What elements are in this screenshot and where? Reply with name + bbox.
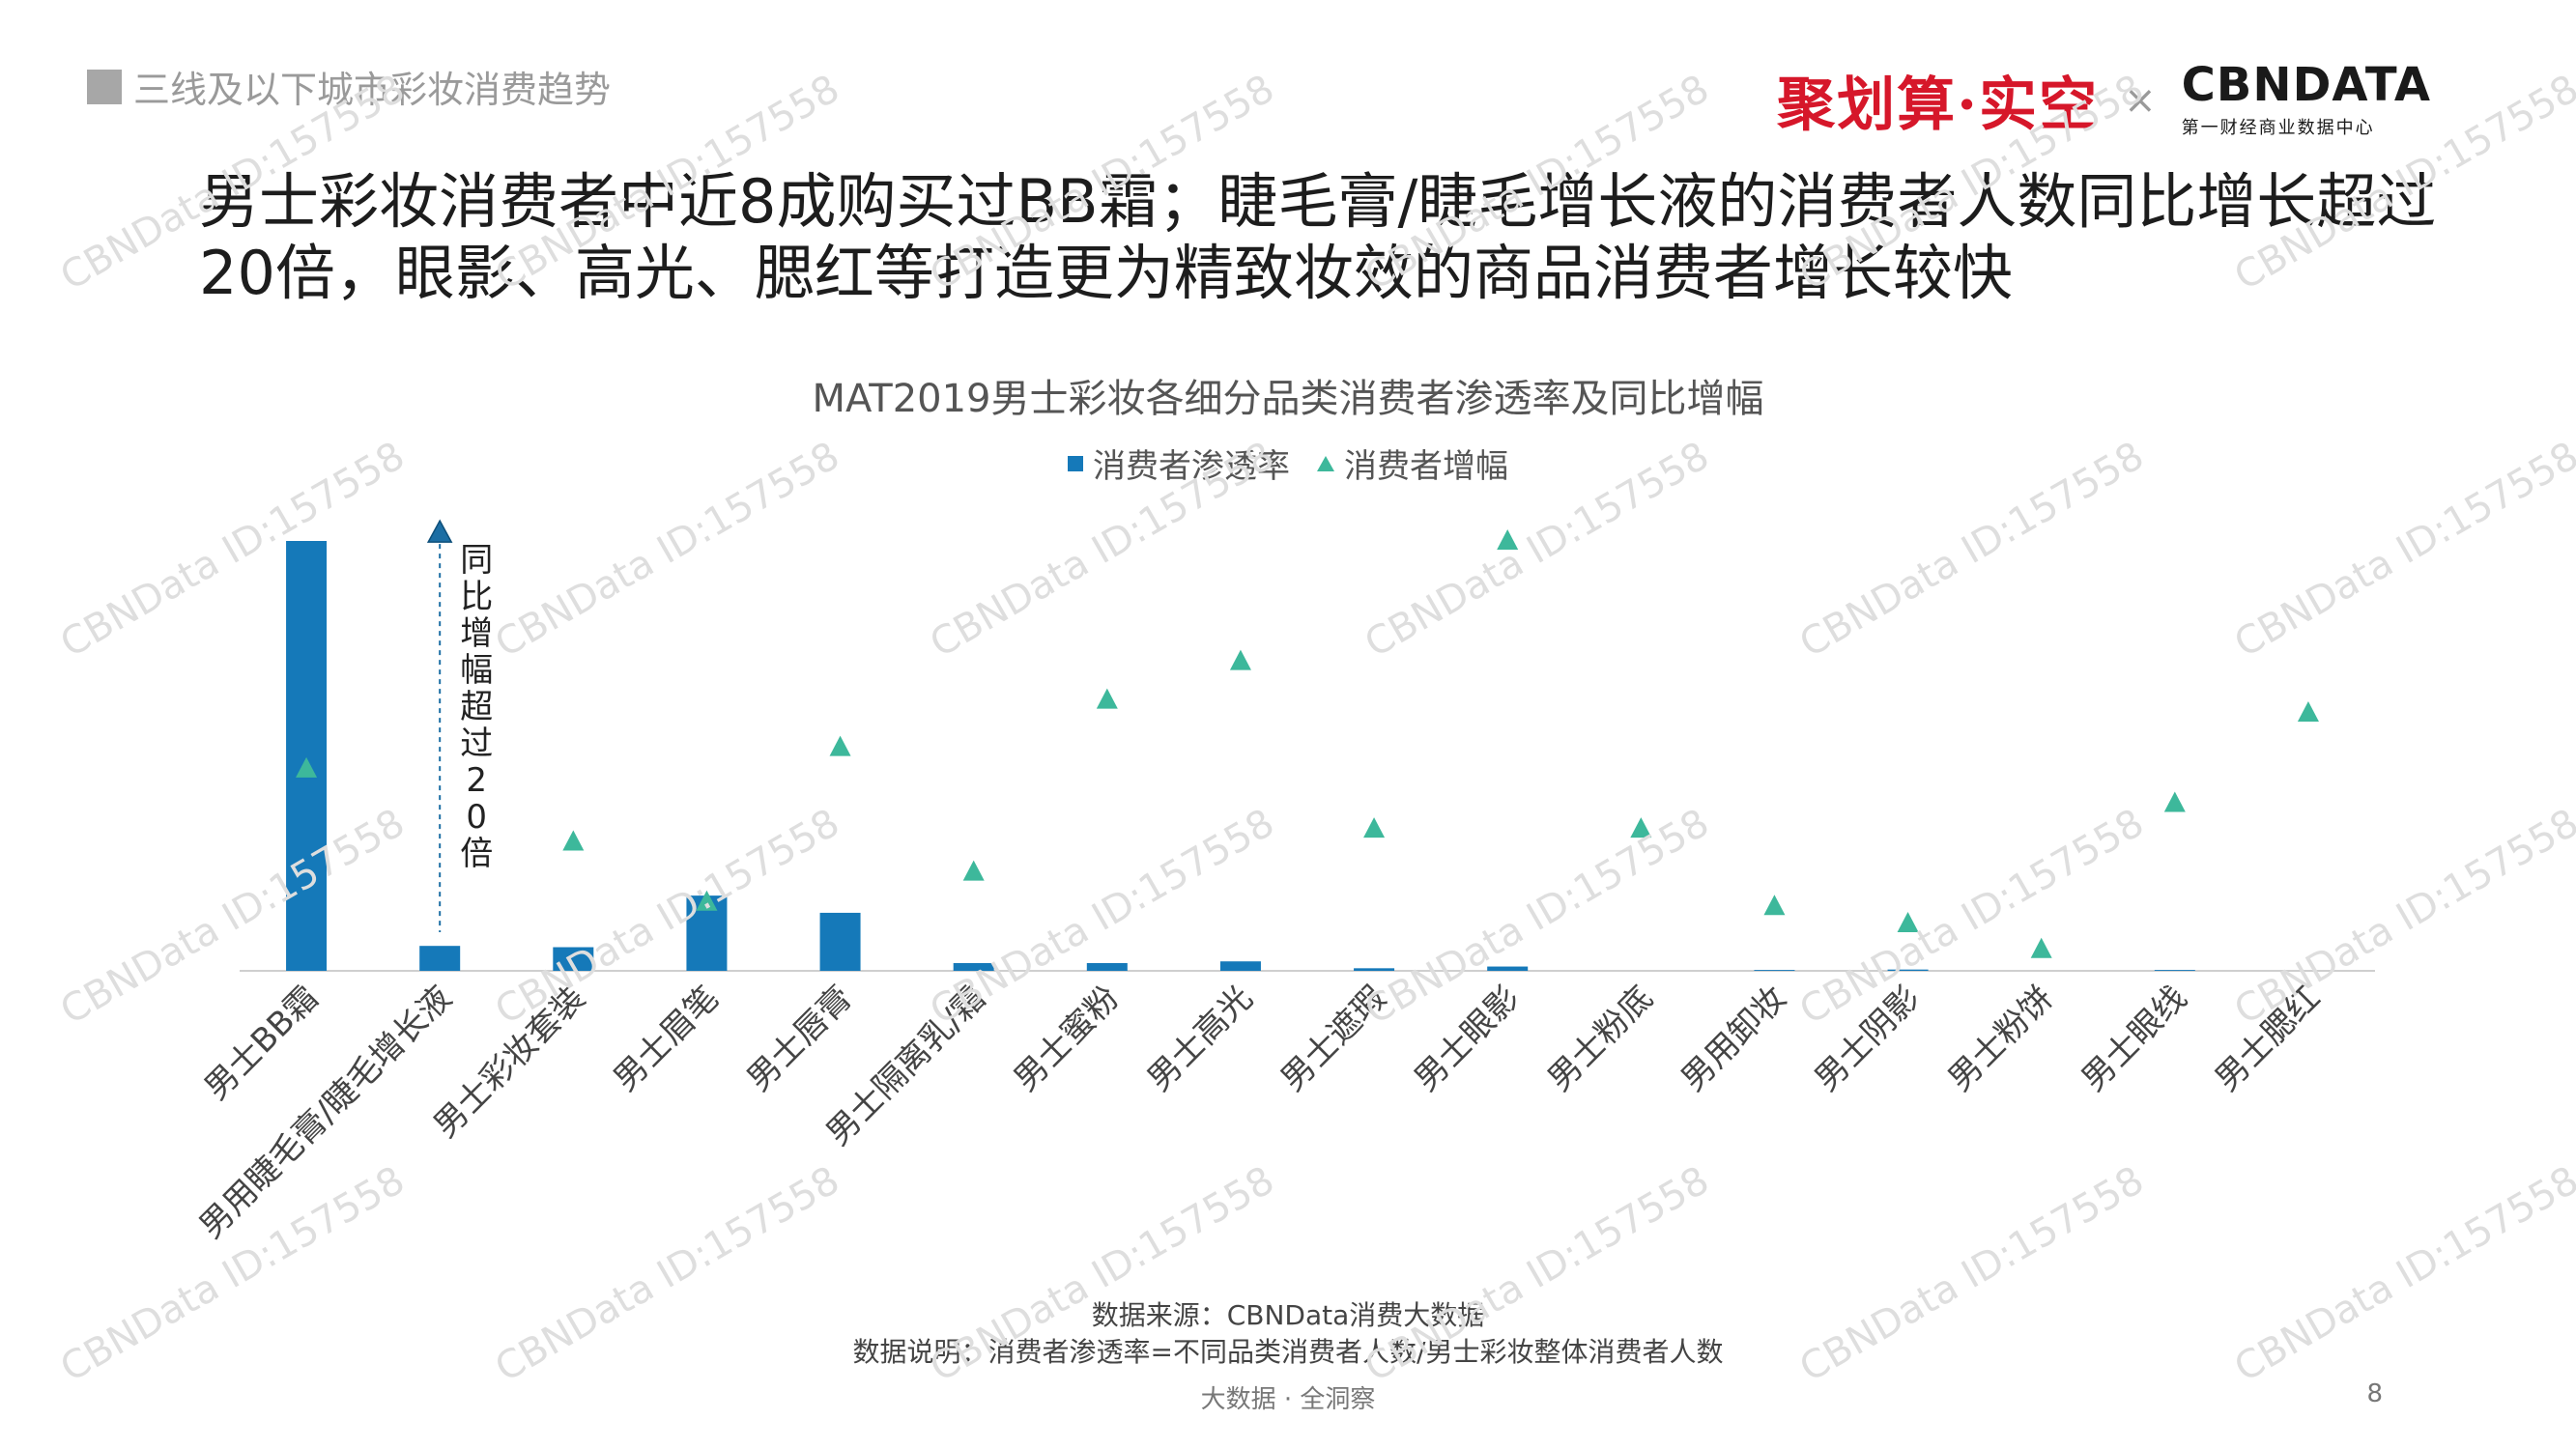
legend-triangle-icon bbox=[1317, 455, 1334, 471]
legend-item-penetration: 消费者渗透率 bbox=[1068, 440, 1290, 487]
cbndata-logo: CBNDATA 第一财经商业数据中心 bbox=[2182, 62, 2431, 139]
headline: 男士彩妆消费者中近8成购买过BB霜；睫毛膏/睫毛增长液的消费者人数同比增长超过2… bbox=[199, 166, 2437, 308]
annotation-char: 倍 bbox=[460, 835, 493, 873]
growth-marker bbox=[2297, 701, 2319, 722]
brand-logos: 聚划算·实空 × CBNDATA 第一财经商业数据中心 bbox=[1777, 58, 2431, 142]
section-title: 三线及以下城市彩妆消费趋势 bbox=[133, 69, 612, 111]
penetration-bar bbox=[1219, 961, 1261, 971]
penetration-bar bbox=[1487, 966, 1529, 971]
growth-marker bbox=[1229, 649, 1251, 670]
data-note: 数据说明：消费者渗透率=不同品类消费者人数/男士彩妆整体消费者人数 bbox=[852, 1336, 1724, 1368]
page-number: 8 bbox=[2366, 1379, 2383, 1408]
penetration-bar bbox=[1086, 962, 1128, 971]
x-tick-label: 男士蜜粉 bbox=[1007, 979, 1127, 1098]
growth-marker bbox=[1363, 817, 1386, 838]
growth-marker bbox=[696, 890, 718, 911]
x-tick-label: 男士眉笔 bbox=[606, 979, 726, 1098]
legend-label-penetration: 消费者渗透率 bbox=[1093, 447, 1290, 486]
penetration-bar bbox=[1754, 970, 1795, 971]
growth-marker bbox=[296, 756, 318, 778]
legend-item-growth: 消费者增幅 bbox=[1317, 440, 1508, 487]
section-marker-icon bbox=[87, 69, 122, 104]
legend-label-growth: 消费者增幅 bbox=[1344, 447, 1508, 486]
cbndata-logo-text: CBNDATA bbox=[2181, 57, 2431, 112]
growth-marker bbox=[2030, 937, 2052, 958]
x-tick-label: 男用卸妆 bbox=[1674, 979, 1793, 1098]
growth-marker bbox=[1763, 895, 1786, 916]
growth-marker bbox=[2163, 791, 2186, 812]
x-tick-label: 男士粉底 bbox=[1540, 979, 1660, 1098]
annotation-char: 超 bbox=[460, 688, 493, 726]
legend-bar-swatch bbox=[1068, 455, 1083, 471]
penetration-bar bbox=[419, 946, 461, 971]
penetration-bar bbox=[1887, 969, 1929, 971]
annotation-char: 过 bbox=[460, 724, 493, 763]
annotation-char: 幅 bbox=[460, 651, 493, 690]
growth-marker bbox=[1497, 529, 1519, 550]
x-tick-label: 男士眼线 bbox=[2075, 979, 2194, 1098]
chart-title: MAT2019男士彩妆各细分品类消费者渗透率及同比增幅 bbox=[812, 377, 1764, 421]
growth-marker bbox=[962, 860, 985, 881]
x-tick-label: 男士唇膏 bbox=[739, 979, 859, 1098]
penetration-bar bbox=[2154, 970, 2195, 971]
cbndata-logo-subtitle: 第一财经商业数据中心 bbox=[2181, 117, 2375, 138]
annotation-char: 同 bbox=[460, 541, 493, 580]
annotation-char: 比 bbox=[460, 578, 493, 616]
penetration-bar bbox=[286, 541, 328, 971]
penetration-bar bbox=[953, 962, 994, 971]
growth-marker bbox=[1630, 817, 1652, 838]
penetration-bar bbox=[819, 912, 861, 971]
penetration-bar bbox=[1354, 968, 1395, 971]
x-tick-label: 男士高光 bbox=[1140, 979, 1260, 1098]
penetration-bar bbox=[553, 947, 594, 971]
growth-marker bbox=[1096, 688, 1118, 709]
growth-marker bbox=[1897, 912, 1919, 933]
annotation-marker bbox=[426, 519, 453, 543]
slogan: 大数据 · 全洞察 bbox=[1200, 1385, 1376, 1414]
annotation-char: 增 bbox=[460, 614, 493, 653]
section-header: 三线及以下城市彩妆消费趋势 bbox=[87, 60, 611, 113]
juhuasuan-logo: 聚划算·实空 bbox=[1777, 71, 2100, 139]
logo-separator: × bbox=[2124, 77, 2157, 123]
annotation-char: 0 bbox=[466, 798, 487, 837]
data-source: 数据来源：CBNData消费大数据 bbox=[1091, 1299, 1485, 1331]
growth-marker bbox=[562, 830, 585, 851]
annotation-char: 2 bbox=[466, 761, 487, 800]
chart-legend: 消费者渗透率 消费者增幅 bbox=[0, 440, 2576, 487]
growth-marker bbox=[829, 735, 851, 756]
x-tick-label: 男士BB霜 bbox=[197, 979, 326, 1107]
x-tick-label: 男士粉饼 bbox=[1941, 979, 2061, 1098]
